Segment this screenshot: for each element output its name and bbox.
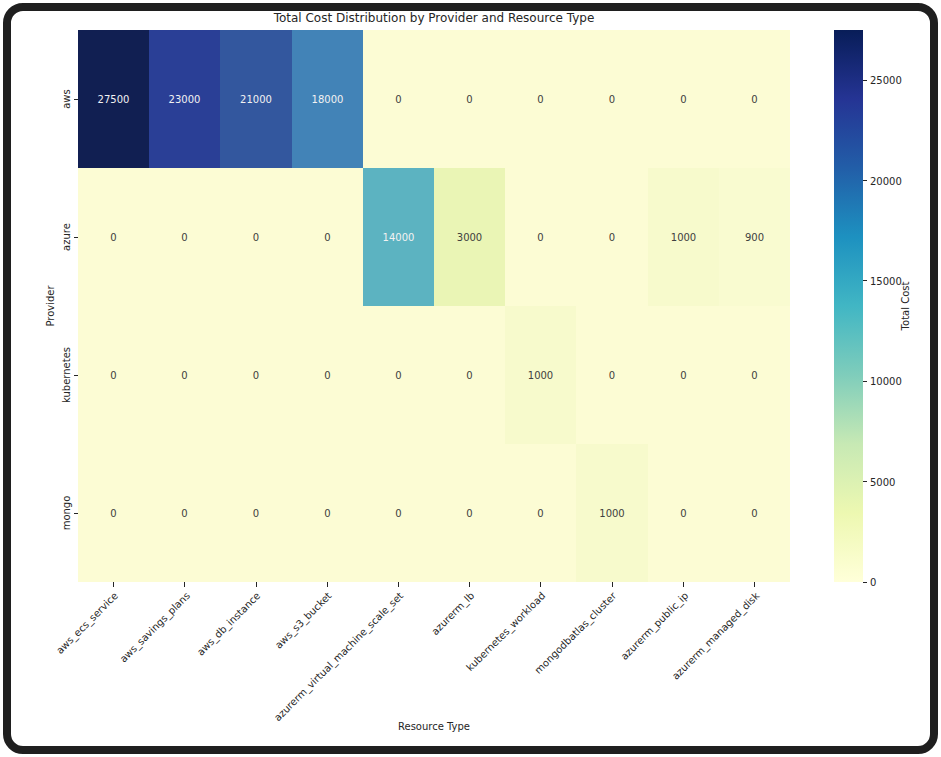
heatmap-cell: 0 (220, 306, 292, 444)
heatmap-cell: 0 (648, 30, 719, 168)
colorbar-tick-mark (863, 381, 867, 382)
x-tick-label: aws_s3_bucket (273, 590, 334, 651)
heatmap-cell: 0 (149, 444, 220, 582)
heatmap-cell: 0 (505, 30, 576, 168)
x-tick-label: aws_savings_plans (117, 590, 191, 664)
x-axis-label: Resource Type (78, 721, 790, 732)
y-tick-mark (74, 99, 79, 100)
y-tick-label: kubernetes (61, 347, 72, 403)
heatmap-cell: 23000 (149, 30, 220, 168)
x-tick-label: mongodbatlas_cluster (533, 590, 619, 676)
x-tick-label: azurerm_public_ip (618, 590, 690, 662)
heatmap-cell: 1000 (648, 168, 719, 306)
heatmap-cell: 0 (719, 444, 790, 582)
colorbar-tick-mark (863, 80, 867, 81)
colorbar-tick-mark (863, 180, 867, 181)
heatmap-cell: 0 (434, 444, 505, 582)
heatmap-cell: 0 (220, 444, 292, 582)
colorbar-tick-mark (863, 481, 867, 482)
y-tick-mark (74, 237, 79, 238)
heatmap-cell: 0 (719, 306, 790, 444)
heatmap-cell: 0 (363, 306, 434, 444)
colorbar-tick-label: 25000 (870, 75, 902, 86)
x-tick-label: kubernetes_workload (464, 590, 547, 673)
heatmap-cell: 21000 (220, 30, 292, 168)
x-tick-mark (184, 582, 185, 587)
heatmap-cell: 0 (648, 306, 719, 444)
heatmap-cell: 0 (434, 30, 505, 168)
colorbar-tick-label: 5000 (870, 476, 895, 487)
y-tick-label: azure (61, 223, 72, 251)
x-tick-mark (398, 582, 399, 587)
heatmap-cell: 0 (78, 168, 149, 306)
x-tick-mark (683, 582, 684, 587)
x-tick-mark (113, 582, 114, 587)
heatmap-cell: 18000 (292, 30, 363, 168)
y-tick-mark (74, 513, 79, 514)
heatmap-cell: 0 (576, 30, 648, 168)
figure-canvas: Total Cost Distribution by Provider and … (0, 0, 941, 757)
y-axis-label: Provider (45, 285, 56, 326)
colorbar-tick-label: 10000 (870, 376, 902, 387)
heatmap-cell: 0 (292, 168, 363, 306)
colorbar-tick-label: 0 (870, 577, 876, 588)
heatmap-cell: 0 (434, 306, 505, 444)
colorbar (834, 30, 863, 582)
y-tick-label: aws (61, 89, 72, 109)
y-tick-label: mongo (61, 496, 72, 531)
colorbar-tick-mark (863, 280, 867, 281)
x-tick-mark (256, 582, 257, 587)
heatmap-cell: 0 (292, 444, 363, 582)
heatmap-cell: 0 (149, 306, 220, 444)
heatmap-cell: 1000 (576, 444, 648, 582)
heatmap-cell: 0 (505, 444, 576, 582)
heatmap-cell: 900 (719, 168, 790, 306)
colorbar-tick-label: 15000 (870, 275, 902, 286)
x-tick-label: azurerm_lb (429, 590, 476, 637)
heatmap-cell: 0 (576, 306, 648, 444)
heatmap-cell: 0 (149, 168, 220, 306)
heatmap-cell: 1000 (505, 306, 576, 444)
x-tick-mark (612, 582, 613, 587)
x-tick-mark (327, 582, 328, 587)
heatmap-cell: 3000 (434, 168, 505, 306)
heatmap-cell: 0 (505, 168, 576, 306)
heatmap-cell: 0 (363, 444, 434, 582)
heatmap-cell: 0 (363, 30, 434, 168)
x-tick-label: aws_db_instance (195, 590, 263, 658)
heatmap-cell: 0 (78, 306, 149, 444)
heatmap-cell: 0 (648, 444, 719, 582)
y-tick-mark (74, 375, 79, 376)
heatmap-cell: 0 (576, 168, 648, 306)
x-tick-label: azurerm_virtual_machine_scale_set (272, 590, 405, 723)
x-tick-mark (540, 582, 541, 587)
heatmap-cell: 0 (719, 30, 790, 168)
heatmap-cell: 27500 (78, 30, 149, 168)
colorbar-tick-label: 20000 (870, 175, 902, 186)
chart-title: Total Cost Distribution by Provider and … (78, 11, 790, 25)
x-tick-mark (754, 582, 755, 587)
heatmap-cell: 14000 (363, 168, 434, 306)
heatmap-cell: 0 (220, 168, 292, 306)
heatmap-cell: 0 (292, 306, 363, 444)
x-tick-label: aws_ecs_service (54, 590, 120, 656)
x-tick-mark (469, 582, 470, 587)
colorbar-label: Total Cost (900, 282, 911, 331)
colorbar-tick-mark (863, 582, 867, 583)
heatmap-cell: 0 (78, 444, 149, 582)
